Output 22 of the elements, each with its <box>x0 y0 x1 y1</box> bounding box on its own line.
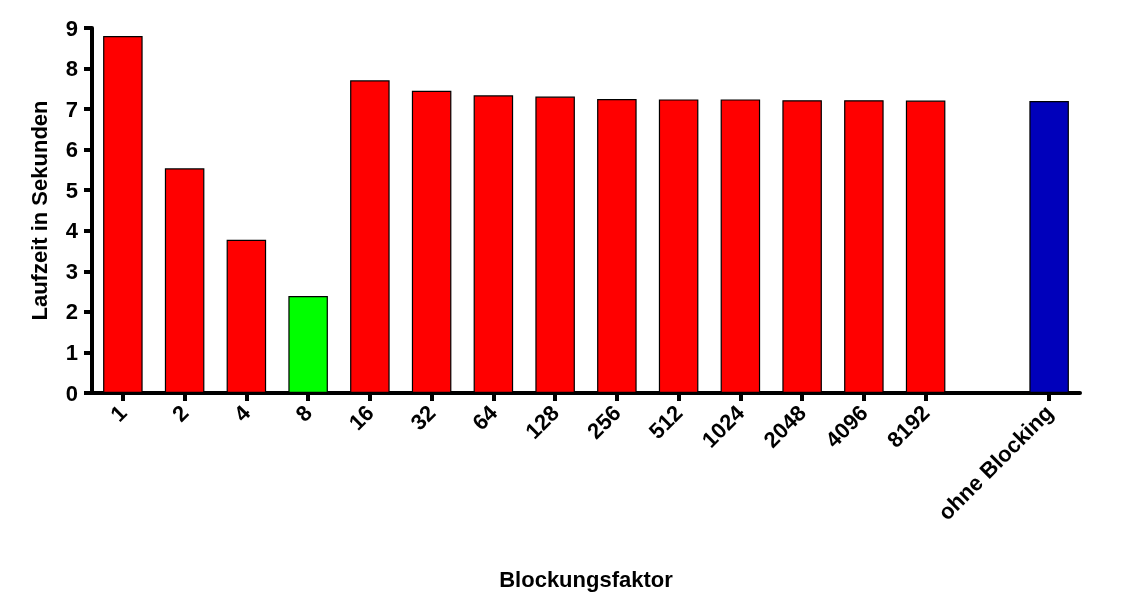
x-tick-label: 4 <box>228 399 256 427</box>
x-tick-label: 256 <box>582 400 626 444</box>
y-tick-label: 9 <box>65 15 78 41</box>
y-tick-label: 8 <box>65 56 78 82</box>
x-tick-label: 8 <box>290 400 317 427</box>
x-tick-label: 128 <box>520 400 564 444</box>
y-tick-label: 5 <box>65 177 78 203</box>
x-tick-label: 64 <box>467 399 503 436</box>
x-tick-label: 32 <box>405 400 441 436</box>
y-tick-label: 1 <box>65 339 78 365</box>
y-tick-label: 6 <box>65 137 78 163</box>
y-tick-label: 3 <box>65 258 78 284</box>
x-tick-label: 2 <box>167 400 194 427</box>
x-tick-label: 16 <box>343 400 379 436</box>
x-axis-title: Blockungsfaktor <box>499 566 674 592</box>
y-tick-label: 4 <box>65 218 79 244</box>
x-tick-label: 1 <box>105 400 132 427</box>
y-axis-title: Laufzeit in Sekunden <box>26 100 52 321</box>
y-tick-label: 7 <box>65 96 78 122</box>
y-tick-label: 0 <box>65 380 78 406</box>
x-tick-label: 512 <box>643 400 688 444</box>
y-tick-label: 2 <box>65 299 78 325</box>
